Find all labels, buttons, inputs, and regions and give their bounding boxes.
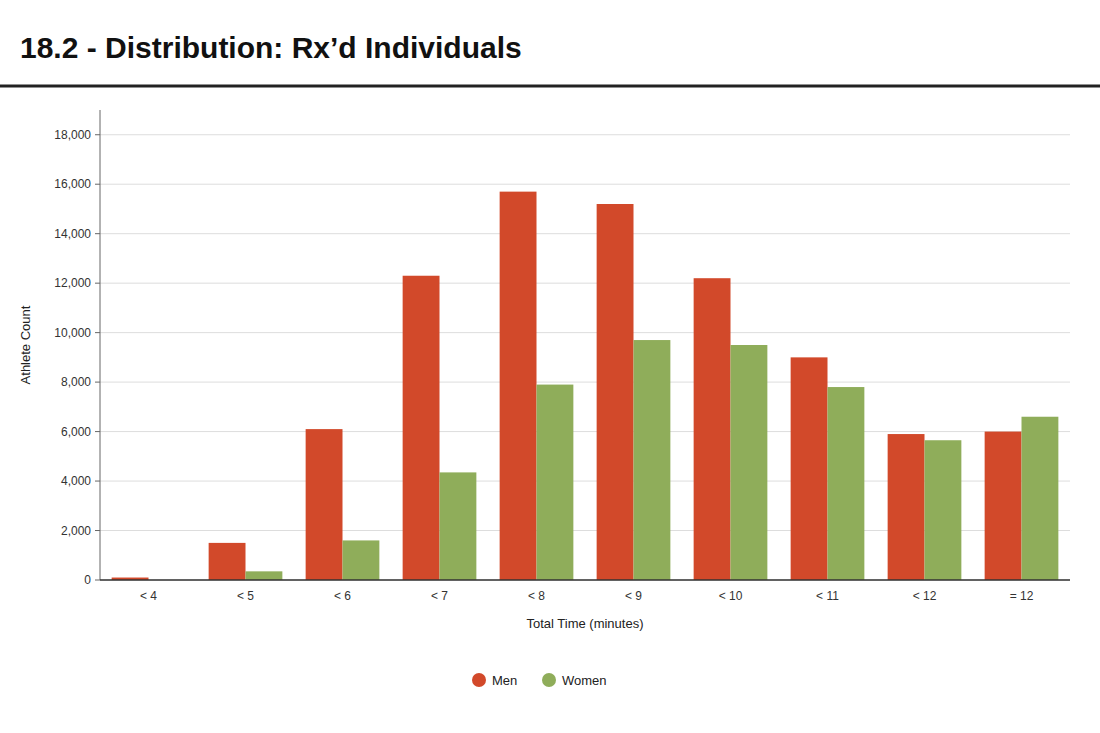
bar xyxy=(791,357,828,580)
legend-swatch xyxy=(542,673,556,687)
y-tick xyxy=(95,233,100,234)
x-tick-label: < 9 xyxy=(625,589,642,603)
y-tick-label: 0 xyxy=(84,573,91,587)
chart: 18.2 - Distribution: Rx’d Individuals 0 2,… xyxy=(0,0,1100,733)
title: 18.2 - Distribution: Rx’d Individuals xyxy=(20,31,522,64)
grid-line xyxy=(100,283,1070,284)
bar xyxy=(1022,417,1059,580)
bar xyxy=(246,571,283,580)
grid-line xyxy=(100,233,1070,234)
bar xyxy=(403,276,440,580)
x-tick-label: < 6 xyxy=(334,589,351,603)
y-tick-label: 10,000 xyxy=(54,326,91,340)
bar xyxy=(537,385,574,580)
bar xyxy=(985,432,1022,580)
y-tick xyxy=(95,184,100,185)
bar xyxy=(925,440,962,580)
grid-line xyxy=(100,184,1070,185)
y-axis-label: Athlete Count xyxy=(18,305,33,384)
y-tick-label: 18,000 xyxy=(54,128,91,142)
bar xyxy=(731,345,768,580)
y-tick-label: 12,000 xyxy=(54,276,91,290)
x-tick-label: < 8 xyxy=(528,589,545,603)
y-tick-label: 2,000 xyxy=(61,524,91,538)
title-rule xyxy=(0,85,1100,88)
y-tick xyxy=(95,580,100,581)
y-tick xyxy=(95,431,100,432)
x-tick-label: < 5 xyxy=(237,589,254,603)
y-tick-label: 16,000 xyxy=(54,177,91,191)
y-tick-label: 6,000 xyxy=(61,425,91,439)
bar xyxy=(306,429,343,580)
bar xyxy=(694,278,731,580)
bars xyxy=(112,192,1059,580)
y-axis: 0 2,000 4,000 6,000 8,000 10,000 12,000 14,000 1… xyxy=(54,128,1070,587)
y-axis-line xyxy=(100,110,101,580)
y-tick xyxy=(95,530,100,531)
grid-line xyxy=(100,332,1070,333)
bar xyxy=(597,204,634,580)
bar xyxy=(888,434,925,580)
x-tick-label: = 12 xyxy=(1010,589,1034,603)
bar xyxy=(209,543,246,580)
x-axis: < 4 < 5 < 6 < 7 < 8 < 9 < 10 < 11 < 12 = 12 xyxy=(140,589,1034,603)
grid-line xyxy=(100,134,1070,135)
y-tick xyxy=(95,332,100,333)
legend-label: Men xyxy=(492,673,517,688)
legend-label: Women xyxy=(562,673,607,688)
y-tick xyxy=(95,382,100,383)
bar xyxy=(828,387,865,580)
legend: Men Women xyxy=(472,673,607,688)
grid-line xyxy=(100,382,1070,383)
x-tick-label: < 12 xyxy=(913,589,937,603)
y-tick-label: 4,000 xyxy=(61,474,91,488)
grid-line xyxy=(100,431,1070,432)
y-tick xyxy=(95,283,100,284)
y-tick xyxy=(95,134,100,135)
x-tick-label: < 10 xyxy=(719,589,743,603)
y-tick-label: 8,000 xyxy=(61,375,91,389)
x-axis-label: Total Time (minutes) xyxy=(526,616,643,631)
y-tick xyxy=(95,481,100,482)
bar xyxy=(440,472,477,580)
grid-line xyxy=(100,580,1070,581)
bar xyxy=(343,540,380,580)
bar xyxy=(500,192,537,580)
x-tick-label: < 7 xyxy=(431,589,448,603)
legend-swatch xyxy=(472,673,486,687)
y-tick-label: 14,000 xyxy=(54,227,91,241)
bar xyxy=(634,340,671,580)
x-tick-label: < 4 xyxy=(140,589,157,603)
x-axis-line xyxy=(100,579,1070,581)
x-tick-label: < 11 xyxy=(816,589,839,603)
